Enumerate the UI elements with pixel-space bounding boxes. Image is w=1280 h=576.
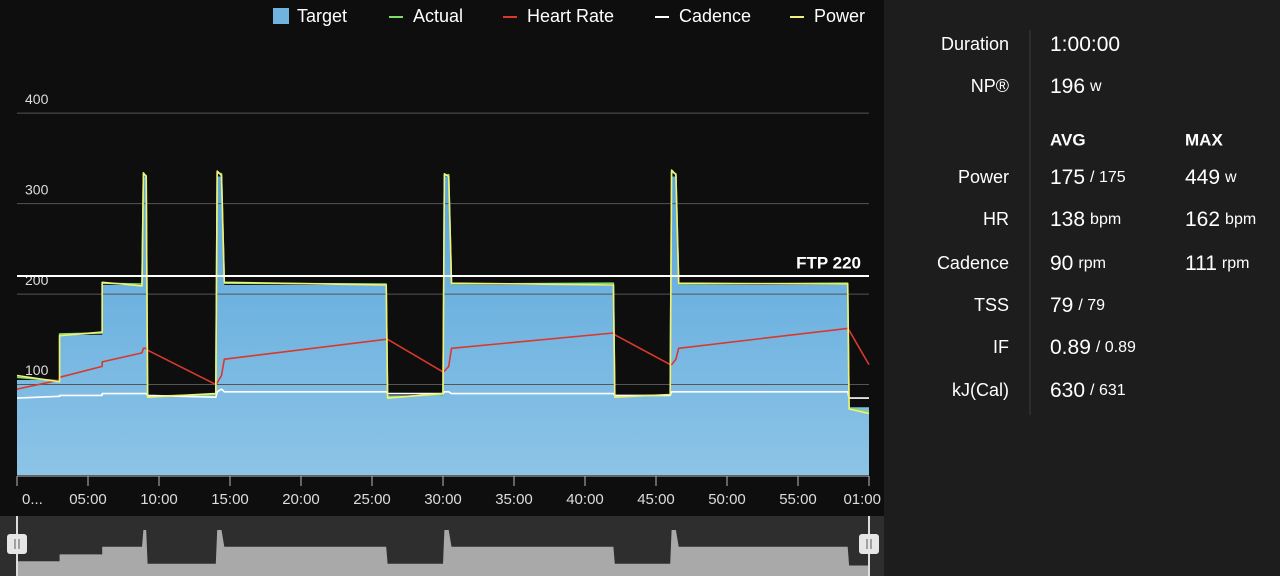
series-line bbox=[16, 169, 870, 415]
stat-label: Duration bbox=[941, 34, 1009, 54]
x-tick-label: 01:00 bbox=[843, 491, 881, 508]
target-area bbox=[17, 176, 869, 475]
legend-label: Actual bbox=[413, 6, 463, 26]
stat-label: NP® bbox=[971, 76, 1009, 96]
x-tick-label: 40:00 bbox=[566, 491, 604, 508]
stat-label: TSS bbox=[974, 295, 1009, 315]
max-value: 449 w bbox=[1185, 166, 1237, 189]
legend-label: Heart Rate bbox=[527, 6, 614, 26]
x-tick-label: 20:00 bbox=[282, 491, 320, 508]
x-tick-label: 45:00 bbox=[637, 491, 675, 508]
stat-value-part: 196 bbox=[1050, 75, 1085, 98]
avg-value-part: 630 bbox=[1050, 379, 1085, 402]
ftp-label: FTP 220 bbox=[796, 253, 861, 272]
stat-label: Power bbox=[958, 167, 1009, 187]
avg-value: 630 / 631 bbox=[1050, 379, 1126, 402]
max-value-part: bpm bbox=[1225, 211, 1256, 228]
y-tick-label: 100 bbox=[25, 362, 49, 378]
x-tick-label: 30:00 bbox=[424, 491, 462, 508]
y-tick-label: 300 bbox=[25, 181, 49, 197]
stat-label: Cadence bbox=[937, 253, 1009, 273]
avg-value: 175 / 175 bbox=[1050, 166, 1126, 189]
max-value: 162 bpm bbox=[1185, 208, 1256, 231]
avg-value-part: rpm bbox=[1078, 255, 1106, 272]
stats-panel bbox=[884, 0, 1280, 576]
avg-value: 79 / 79 bbox=[1050, 294, 1105, 317]
max-value-part: w bbox=[1224, 169, 1237, 186]
avg-value-part: / 631 bbox=[1090, 382, 1126, 399]
x-tick-label: 05:00 bbox=[69, 491, 107, 508]
legend-label: Target bbox=[297, 6, 347, 26]
avg-value-part: 90 bbox=[1050, 252, 1073, 275]
stat-value: 1:00:00 bbox=[1050, 33, 1120, 56]
avg-value-part: 138 bbox=[1050, 208, 1085, 231]
avg-value-part: bpm bbox=[1090, 211, 1121, 228]
range-handle[interactable] bbox=[859, 534, 879, 554]
stat-value-part: 1:00:00 bbox=[1050, 33, 1120, 56]
avg-value: 138 bpm bbox=[1050, 208, 1121, 231]
x-tick-label: 15:00 bbox=[211, 491, 249, 508]
avg-value-part: 175 bbox=[1050, 166, 1085, 189]
stat-label: kJ(Cal) bbox=[952, 380, 1009, 400]
x-tick-label: 10:00 bbox=[140, 491, 178, 508]
legend-swatch bbox=[273, 8, 289, 24]
max-value-part: 111 bbox=[1185, 252, 1217, 275]
max-value-part: rpm bbox=[1222, 255, 1250, 272]
avg-value-part: / 79 bbox=[1078, 297, 1105, 314]
column-header: MAX bbox=[1185, 130, 1223, 149]
avg-value-part: 79 bbox=[1050, 294, 1073, 317]
range-handle[interactable] bbox=[7, 534, 27, 554]
x-tick-label: 35:00 bbox=[495, 491, 533, 508]
y-tick-label: 200 bbox=[25, 272, 49, 288]
overview-profile bbox=[17, 530, 869, 576]
stat-label: HR bbox=[983, 209, 1009, 229]
legend-label: Power bbox=[814, 6, 865, 26]
y-tick-label: 400 bbox=[25, 91, 49, 107]
avg-value-part: 0.89 bbox=[1050, 336, 1091, 359]
legend-label: Cadence bbox=[679, 6, 751, 26]
column-header: AVG bbox=[1050, 130, 1086, 149]
max-value: 111 rpm bbox=[1185, 252, 1249, 275]
x-tick-label: 55:00 bbox=[779, 491, 817, 508]
avg-value-part: / 175 bbox=[1090, 169, 1126, 186]
stat-value-part: w bbox=[1089, 78, 1102, 95]
x-tick-label: 50:00 bbox=[708, 491, 746, 508]
avg-value-part: / 0.89 bbox=[1096, 339, 1136, 356]
stat-label: IF bbox=[993, 337, 1009, 357]
chart: 100 200 300 400 0... 05:00 10:00 15:00 20:00 25:0… bbox=[7, 6, 881, 576]
stat-value: 196 w bbox=[1050, 75, 1102, 98]
x-tick-label: 0... bbox=[22, 491, 43, 508]
avg-value: 90 rpm bbox=[1050, 252, 1106, 275]
max-value-part: 162 bbox=[1185, 208, 1220, 231]
avg-value: 0.89 / 0.89 bbox=[1050, 336, 1136, 359]
max-value-part: 449 bbox=[1185, 166, 1220, 189]
x-tick-label: 25:00 bbox=[353, 491, 391, 508]
